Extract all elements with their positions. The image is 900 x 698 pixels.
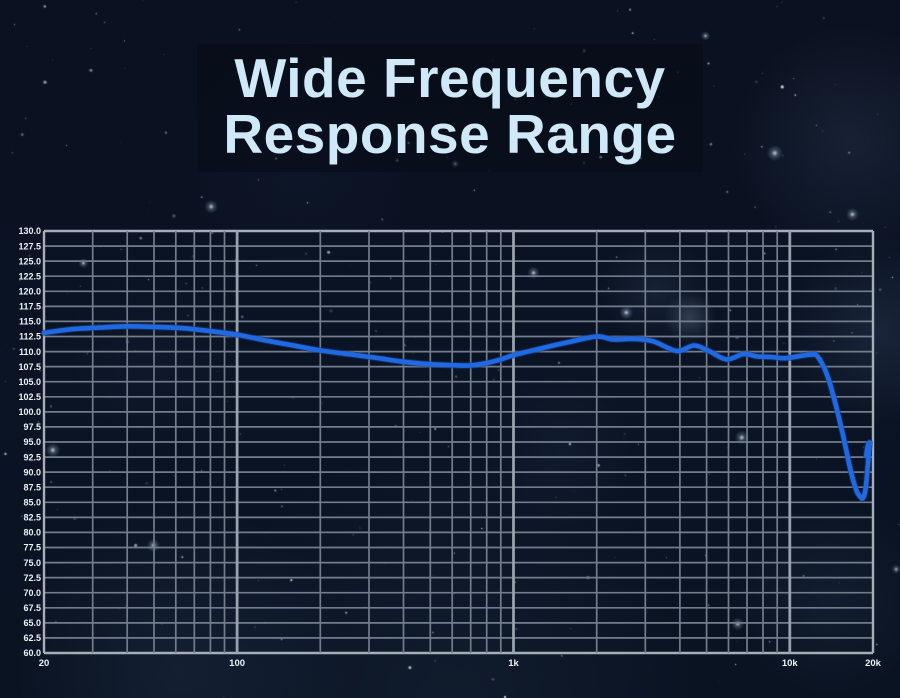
svg-text:115.0: 115.0 [19, 317, 41, 327]
title-line-1: Wide Frequency [234, 47, 666, 109]
svg-text:95.0: 95.0 [23, 437, 41, 447]
svg-text:92.5: 92.5 [23, 452, 41, 462]
svg-text:105.0: 105.0 [18, 377, 41, 387]
svg-text:67.5: 67.5 [23, 603, 41, 613]
grid-lines [42, 229, 875, 655]
svg-text:117.5: 117.5 [19, 302, 41, 312]
svg-text:10k: 10k [782, 658, 799, 669]
svg-text:102.5: 102.5 [18, 392, 41, 402]
svg-text:1k: 1k [508, 658, 519, 669]
svg-text:82.5: 82.5 [23, 513, 41, 523]
svg-text:120.0: 120.0 [18, 287, 41, 297]
svg-text:100: 100 [229, 658, 245, 669]
page-title: Wide Frequency Response Range [0, 44, 900, 172]
svg-text:60.0: 60.0 [23, 648, 41, 658]
svg-text:62.5: 62.5 [23, 633, 41, 643]
svg-text:80.0: 80.0 [23, 528, 41, 538]
svg-text:20: 20 [39, 658, 50, 669]
svg-text:20k: 20k [865, 658, 882, 669]
svg-text:130.0: 130.0 [18, 226, 41, 236]
svg-text:65.0: 65.0 [23, 618, 41, 628]
svg-text:97.5: 97.5 [23, 422, 41, 432]
svg-text:87.5: 87.5 [23, 482, 41, 492]
svg-text:70.0: 70.0 [23, 588, 41, 598]
title-line-2: Response Range [223, 103, 677, 165]
svg-text:75.0: 75.0 [23, 558, 41, 568]
title-backdrop: Wide Frequency Response Range [197, 44, 703, 172]
svg-text:90.0: 90.0 [23, 467, 41, 477]
svg-text:107.5: 107.5 [18, 362, 41, 372]
svg-text:125.0: 125.0 [18, 256, 41, 266]
response-curve [41, 323, 873, 501]
y-axis-labels: 130.0 127.5 125.0 122.5 120.0 117.5 115.0 112.5… [18, 226, 41, 658]
x-axis-labels: 20 100 1k 10k 20k [39, 658, 882, 669]
svg-text:72.5: 72.5 [23, 573, 41, 583]
svg-text:122.5: 122.5 [18, 271, 41, 281]
svg-text:112.5: 112.5 [19, 332, 41, 342]
svg-text:100.0: 100.0 [18, 407, 41, 417]
svg-text:77.5: 77.5 [23, 543, 41, 553]
svg-text:110.0: 110.0 [19, 347, 41, 357]
svg-text:127.5: 127.5 [18, 241, 41, 251]
svg-text:85.0: 85.0 [23, 498, 41, 508]
